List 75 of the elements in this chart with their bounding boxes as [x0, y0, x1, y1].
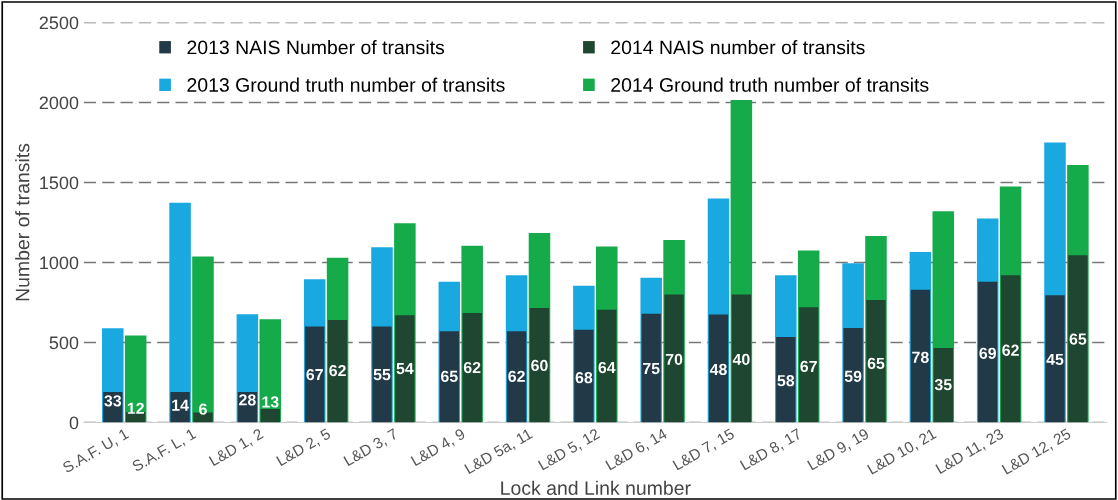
- annotation: 59: [844, 370, 862, 382]
- x-axis-title: Lock and Link number: [501, 480, 691, 495]
- annotation: 35: [934, 379, 952, 391]
- x-tick-label: L&D 2, 5: [275, 428, 333, 468]
- annotation: 6: [199, 403, 207, 415]
- bar: [260, 409, 280, 423]
- x-tick-label: L&D 7, 15: [672, 428, 736, 472]
- legend-label: 2014 Ground truth number of transits: [611, 77, 929, 92]
- x-tick-label: L&D 6, 14: [605, 427, 669, 472]
- annotation: 60: [531, 359, 548, 372]
- x-tick-label: L&D 5, 12: [537, 428, 602, 472]
- annotation: 62: [1002, 344, 1019, 356]
- annotation: 55: [373, 369, 391, 381]
- annotation: 62: [508, 370, 525, 382]
- y-tick-label: 500: [49, 336, 79, 350]
- annotation: 13: [262, 396, 279, 408]
- annotation: 45: [1046, 353, 1064, 366]
- y-tick-label: 0: [69, 416, 79, 430]
- bar: [372, 326, 392, 423]
- bar: [462, 312, 482, 423]
- y-tick-label: 1000: [40, 256, 79, 270]
- annotation: 65: [1069, 333, 1087, 345]
- bar: [1068, 255, 1088, 423]
- annotation: 58: [777, 375, 795, 387]
- bar: [439, 331, 459, 423]
- y-tick-label: 2500: [39, 16, 79, 30]
- annotation: 68: [575, 371, 593, 384]
- annotation: 48: [709, 363, 727, 376]
- bar: [664, 294, 684, 423]
- bar: [776, 336, 796, 423]
- bar: [574, 329, 594, 423]
- annotation: 69: [979, 347, 996, 359]
- bar: [529, 308, 550, 423]
- y-tick-label: 1500: [40, 176, 79, 190]
- annotation: 28: [239, 394, 256, 406]
- bar: [866, 300, 886, 423]
- legend-label: 2014 NAIS number of transits: [611, 40, 865, 55]
- annotation: 12: [127, 402, 144, 414]
- annotation: 78: [912, 351, 929, 363]
- annotation: 65: [867, 357, 885, 370]
- annotation: 33: [104, 395, 122, 407]
- bar: [798, 307, 819, 423]
- annotation: 14: [172, 399, 189, 411]
- x-tick-label: L&D 5a, 11: [464, 428, 534, 476]
- x-tick-label: L&D 3, 7: [343, 428, 400, 468]
- annotation: 67: [306, 368, 323, 381]
- bar: [597, 309, 617, 423]
- annotation: 54: [396, 363, 414, 375]
- bar: [731, 294, 752, 423]
- bar: [933, 348, 953, 423]
- y-tick-label: 2000: [39, 96, 79, 110]
- y-axis-title: Number of transits: [15, 143, 30, 301]
- bar: [192, 256, 214, 423]
- x-tick-label: L&D 8, 17: [739, 428, 804, 472]
- bar: [978, 281, 998, 423]
- x-tick-label: L&D 1, 2: [208, 428, 265, 468]
- bar: [1000, 275, 1021, 423]
- bar: [641, 313, 661, 423]
- annotation: 62: [329, 364, 346, 377]
- annotation: 70: [665, 353, 683, 366]
- annotation: 75: [643, 363, 660, 375]
- annotation: 62: [463, 361, 481, 374]
- annotation: 67: [800, 360, 817, 373]
- bar: [305, 326, 325, 423]
- bar: [395, 315, 415, 423]
- legend-label: 2013 NAIS Number of transits: [187, 40, 445, 55]
- bar: [910, 289, 931, 423]
- annotation: 40: [732, 353, 750, 366]
- legend-label: 2013 Ground truth number of transits: [187, 77, 505, 92]
- annotation: 65: [440, 370, 458, 382]
- bar: [708, 314, 729, 423]
- bar: [327, 320, 348, 423]
- bar: [843, 328, 863, 423]
- bar: [506, 331, 527, 423]
- annotation: 64: [598, 361, 616, 374]
